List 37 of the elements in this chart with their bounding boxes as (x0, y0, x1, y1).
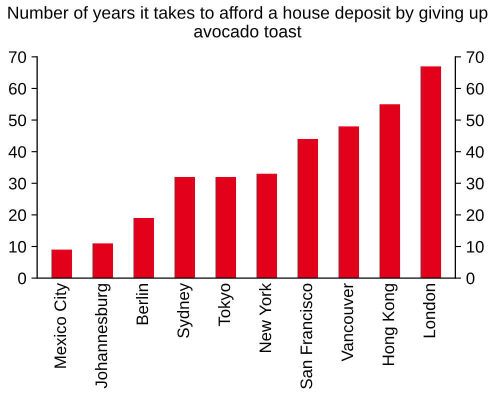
y2-tick-label: 10 (467, 240, 484, 253)
y-tick-label: 30 (8, 178, 26, 190)
bar (216, 176, 236, 278)
y2-tick-label: 60 (466, 82, 484, 95)
y2-tick-label: 0 (466, 272, 474, 284)
bar (298, 139, 318, 278)
y-tick-label: 0 (18, 272, 26, 284)
x-tick-label: Sydney (176, 283, 193, 338)
y2-tick-label: 70 (466, 51, 484, 64)
x-tick-label: Berlin (136, 284, 148, 324)
bar (420, 66, 442, 278)
x-tick-label: Johannesburg (94, 284, 111, 388)
y2-tick-label: 20 (466, 209, 484, 222)
x-tick-label: San Francisco (300, 284, 312, 389)
y-tick-label: 20 (9, 209, 26, 222)
bar (51, 250, 72, 278)
bar (133, 218, 154, 278)
x-tick-label: Hong Kong (382, 284, 398, 365)
y-tick-label: 40 (8, 146, 26, 158)
x-tick-label: Mexico City (54, 283, 70, 368)
bar (338, 126, 360, 278)
x-tick-label: New York (259, 282, 272, 352)
bar (380, 104, 400, 278)
y2-tick-label: 30 (466, 178, 484, 190)
x-tick-label: London (423, 284, 436, 338)
y-tick-label: 70 (9, 51, 26, 64)
bar (174, 176, 196, 278)
bar (92, 243, 113, 278)
chart-title: Number of years it takes to afford a house deposit by giving up avocado toast (8, 6, 488, 38)
x-tick-label: Vancouver (342, 283, 354, 362)
x-tick-label: Tokyo (218, 284, 234, 326)
y-tick-label: 10 (9, 240, 26, 253)
y2-tick-label: 40 (466, 146, 484, 158)
y-tick-label: 60 (9, 82, 26, 95)
y-tick-label: 50 (8, 114, 26, 126)
bar (256, 174, 278, 278)
y2-tick-label: 50 (466, 114, 484, 126)
